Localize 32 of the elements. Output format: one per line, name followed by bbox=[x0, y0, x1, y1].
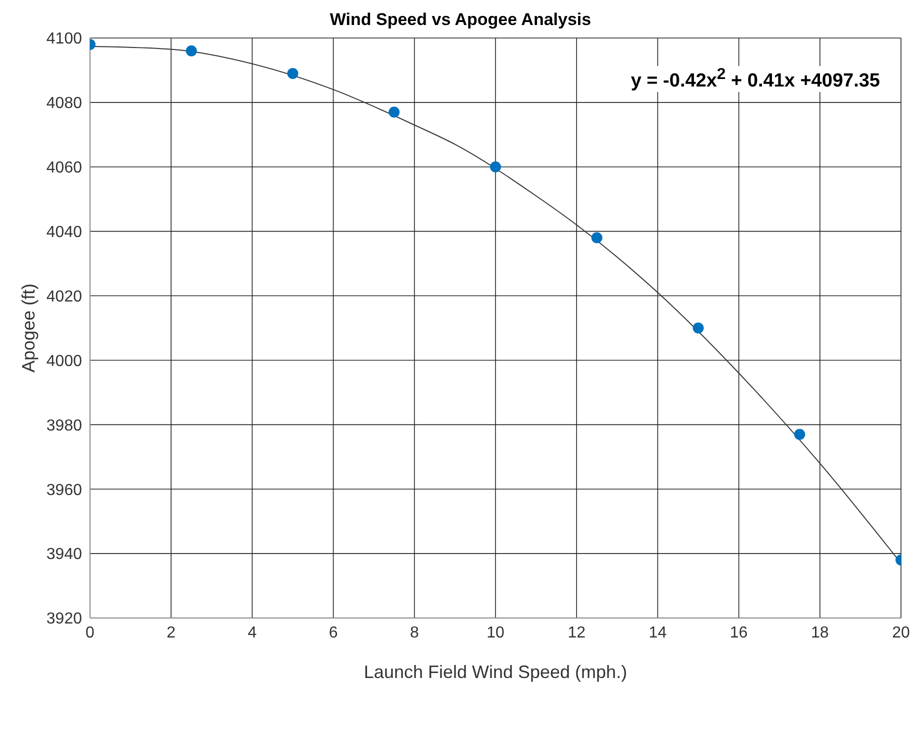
point bbox=[490, 161, 501, 172]
x-tick-label: 12 bbox=[568, 624, 586, 642]
y-tick-label: 3960 bbox=[46, 482, 82, 499]
x-tick-label: 14 bbox=[648, 624, 667, 642]
x-tick-label: 6 bbox=[328, 624, 338, 642]
y-tick-label: 4020 bbox=[46, 288, 82, 306]
point bbox=[287, 68, 298, 79]
point bbox=[388, 106, 400, 118]
point bbox=[794, 428, 806, 440]
x-axis-title: Launch Field Wind Speed (mph.) bbox=[364, 662, 628, 682]
point bbox=[591, 232, 602, 244]
y-tick-label: 4000 bbox=[46, 352, 82, 370]
x-tick-label: 2 bbox=[166, 624, 176, 642]
x-tick-label: 10 bbox=[486, 624, 504, 642]
y-axis-title: Apogee (ft) bbox=[18, 283, 38, 373]
x-tick-label: 20 bbox=[892, 624, 910, 642]
x-tick-label: 0 bbox=[86, 624, 95, 642]
chart-title: Wind Speed vs Apogee Analysis bbox=[328, 10, 592, 30]
point bbox=[692, 322, 704, 334]
x-tick-label: 8 bbox=[410, 624, 419, 642]
y-tick-label: 3980 bbox=[46, 417, 82, 434]
point bbox=[186, 45, 197, 56]
y-tick-label: 3920 bbox=[46, 610, 82, 628]
x-tick-label: 4 bbox=[248, 624, 257, 642]
y-tick-label: 4040 bbox=[46, 224, 82, 242]
y-tick-label: 3940 bbox=[46, 546, 82, 564]
annotation: y = -0.42x$^{2}$ + 0.41x +4097.35 bbox=[628, 66, 883, 92]
y-tick-label: 4100 bbox=[46, 30, 82, 48]
x-tick-label: 18 bbox=[811, 624, 829, 642]
x-tick-label: 16 bbox=[730, 624, 748, 642]
y-tick-label: 4080 bbox=[46, 95, 82, 112]
y-tick-label: 4060 bbox=[46, 160, 82, 177]
